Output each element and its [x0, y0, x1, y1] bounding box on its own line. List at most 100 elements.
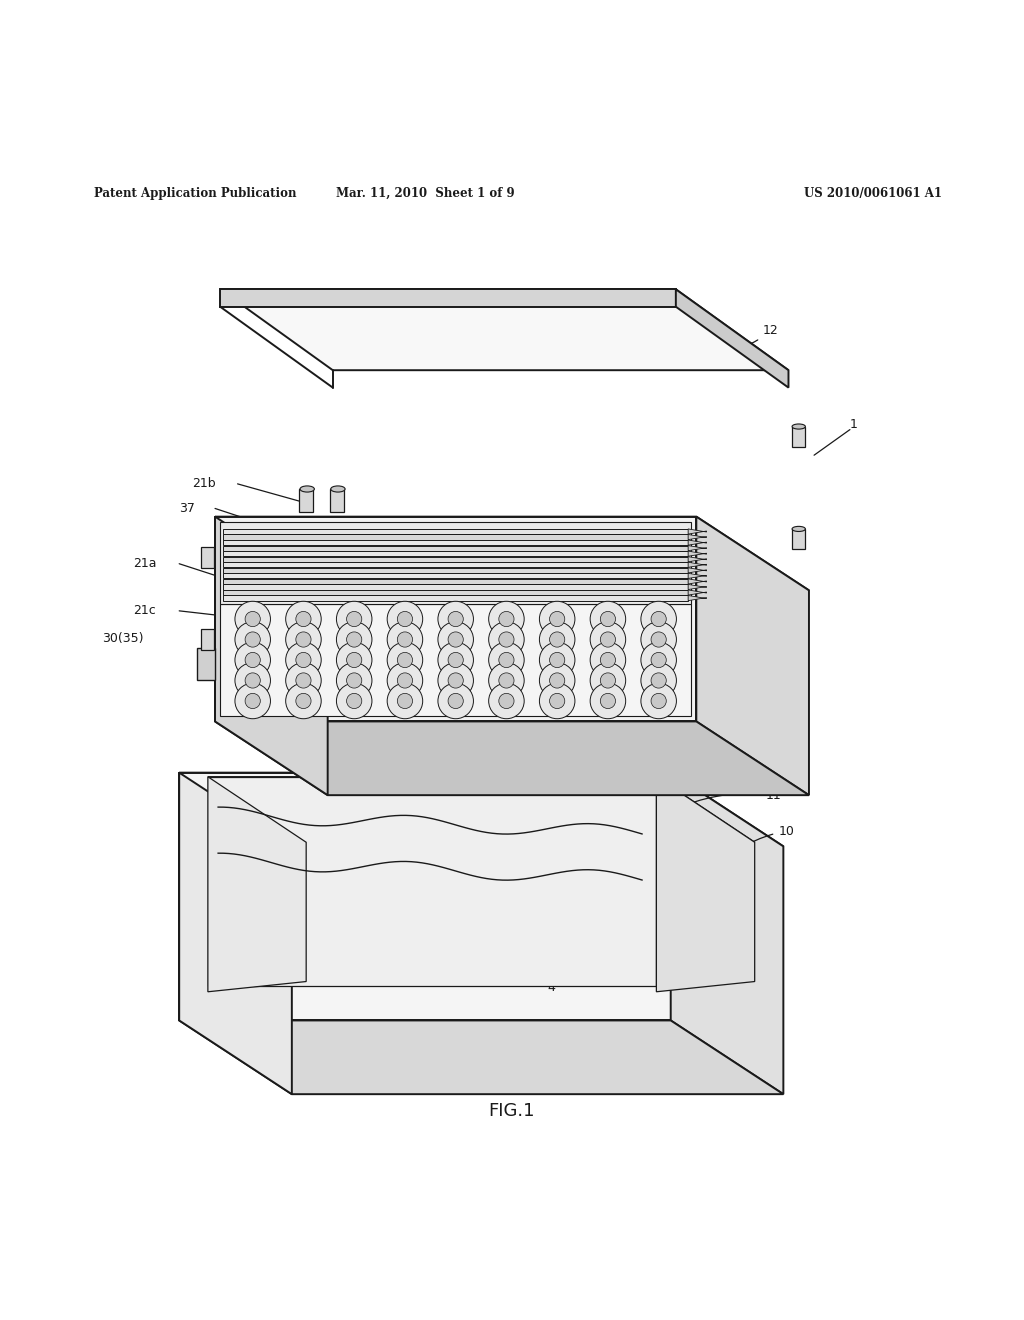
Polygon shape: [215, 516, 809, 590]
Circle shape: [397, 611, 413, 627]
Bar: [197, 648, 215, 681]
Circle shape: [590, 643, 626, 677]
Circle shape: [600, 611, 615, 627]
Circle shape: [600, 652, 615, 668]
Text: Mar. 11, 2010  Sheet 1 of 9: Mar. 11, 2010 Sheet 1 of 9: [336, 186, 514, 199]
Circle shape: [540, 643, 574, 677]
Circle shape: [438, 684, 473, 718]
Polygon shape: [223, 540, 688, 545]
Circle shape: [387, 602, 423, 636]
Circle shape: [449, 632, 463, 647]
Circle shape: [286, 602, 322, 636]
Polygon shape: [223, 579, 688, 583]
Text: 37: 37: [179, 502, 196, 515]
Text: 30(35): 30(35): [102, 632, 144, 645]
Polygon shape: [688, 545, 707, 550]
Polygon shape: [223, 545, 688, 550]
Polygon shape: [223, 529, 688, 535]
Circle shape: [488, 643, 524, 677]
Circle shape: [590, 602, 626, 636]
Polygon shape: [688, 535, 707, 540]
Text: 1: 1: [850, 418, 858, 430]
Circle shape: [346, 632, 361, 647]
Circle shape: [449, 673, 463, 688]
Circle shape: [245, 652, 260, 668]
Bar: [299, 488, 313, 512]
Circle shape: [499, 632, 514, 647]
Polygon shape: [688, 562, 707, 568]
Circle shape: [641, 643, 677, 677]
Circle shape: [499, 673, 514, 688]
Polygon shape: [688, 552, 707, 556]
Circle shape: [387, 684, 423, 718]
Circle shape: [296, 611, 311, 627]
Circle shape: [234, 643, 270, 677]
Polygon shape: [223, 595, 688, 601]
Circle shape: [600, 693, 615, 709]
Circle shape: [540, 684, 574, 718]
Circle shape: [397, 693, 413, 709]
Circle shape: [550, 611, 565, 627]
Polygon shape: [223, 568, 688, 573]
Circle shape: [641, 602, 677, 636]
Bar: [330, 488, 344, 512]
Polygon shape: [223, 573, 688, 578]
Polygon shape: [179, 772, 671, 1020]
Circle shape: [540, 602, 574, 636]
Circle shape: [488, 663, 524, 698]
Polygon shape: [220, 521, 691, 603]
Circle shape: [286, 663, 322, 698]
Ellipse shape: [793, 527, 805, 532]
Circle shape: [641, 663, 677, 698]
Polygon shape: [223, 535, 688, 540]
Text: 22: 22: [292, 705, 307, 718]
Polygon shape: [688, 540, 707, 545]
Circle shape: [387, 663, 423, 698]
Polygon shape: [223, 552, 688, 556]
Circle shape: [600, 632, 615, 647]
Bar: [792, 426, 805, 447]
Text: 21b: 21b: [193, 478, 216, 490]
Polygon shape: [220, 603, 691, 717]
Circle shape: [540, 622, 574, 657]
Polygon shape: [671, 772, 783, 1094]
Polygon shape: [220, 289, 788, 370]
Polygon shape: [696, 516, 809, 795]
Bar: [792, 529, 805, 549]
Circle shape: [590, 663, 626, 698]
Circle shape: [550, 693, 565, 709]
Circle shape: [346, 611, 361, 627]
Circle shape: [438, 602, 473, 636]
Circle shape: [651, 611, 667, 627]
Polygon shape: [688, 573, 707, 578]
Circle shape: [387, 622, 423, 657]
Circle shape: [337, 643, 372, 677]
Polygon shape: [220, 289, 676, 306]
Text: 10: 10: [740, 825, 795, 849]
Polygon shape: [223, 590, 688, 595]
Circle shape: [346, 652, 361, 668]
Text: 21a: 21a: [133, 557, 157, 570]
Circle shape: [499, 611, 514, 627]
Ellipse shape: [793, 424, 805, 429]
Circle shape: [397, 632, 413, 647]
Circle shape: [286, 622, 322, 657]
Circle shape: [488, 602, 524, 636]
Polygon shape: [179, 1020, 783, 1094]
Polygon shape: [208, 776, 755, 842]
Circle shape: [245, 611, 260, 627]
Circle shape: [641, 684, 677, 718]
Circle shape: [651, 652, 667, 668]
Circle shape: [590, 622, 626, 657]
Polygon shape: [179, 772, 292, 1094]
Circle shape: [438, 663, 473, 698]
Polygon shape: [688, 590, 707, 595]
Circle shape: [296, 693, 311, 709]
Circle shape: [234, 602, 270, 636]
Circle shape: [397, 652, 413, 668]
Text: US 2010/0061061 A1: US 2010/0061061 A1: [804, 186, 942, 199]
Text: 23: 23: [246, 705, 261, 718]
Circle shape: [245, 632, 260, 647]
Polygon shape: [688, 529, 707, 535]
Polygon shape: [688, 595, 707, 601]
